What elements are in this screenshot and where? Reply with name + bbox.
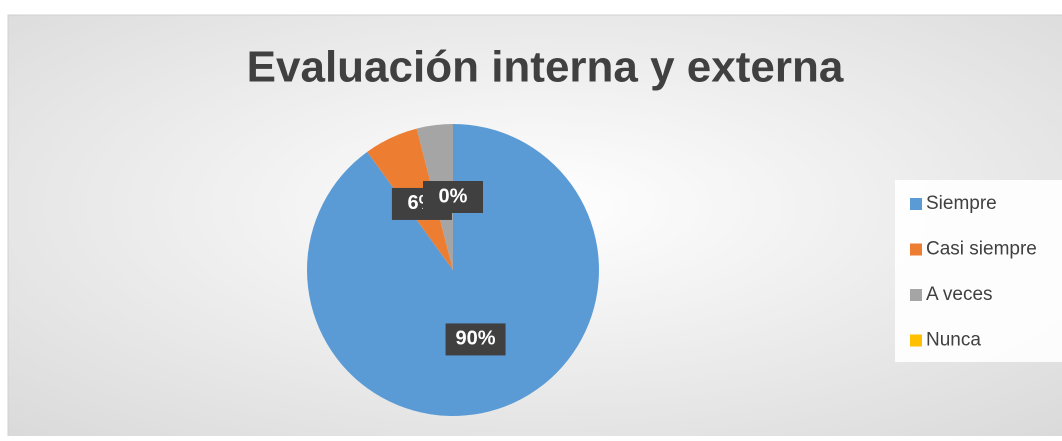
legend-label: A veces [926, 284, 993, 305]
data-label: 0% [439, 185, 468, 207]
legend-label: Casi siempre [926, 239, 1037, 260]
chart-title: Evaluación interna y externa [247, 43, 844, 92]
legend-swatch [910, 334, 922, 347]
legend-label: Siempre [926, 193, 997, 214]
data-label-box [423, 181, 483, 213]
data-label-box [445, 323, 506, 356]
legend-swatch [910, 198, 922, 210]
pie-slice [306, 124, 599, 416]
legend-box [895, 180, 1062, 362]
data-label: 90% [456, 328, 496, 350]
legend-swatch [910, 243, 922, 256]
legend-swatch [910, 289, 922, 301]
legend-label: Nunca [926, 330, 981, 351]
